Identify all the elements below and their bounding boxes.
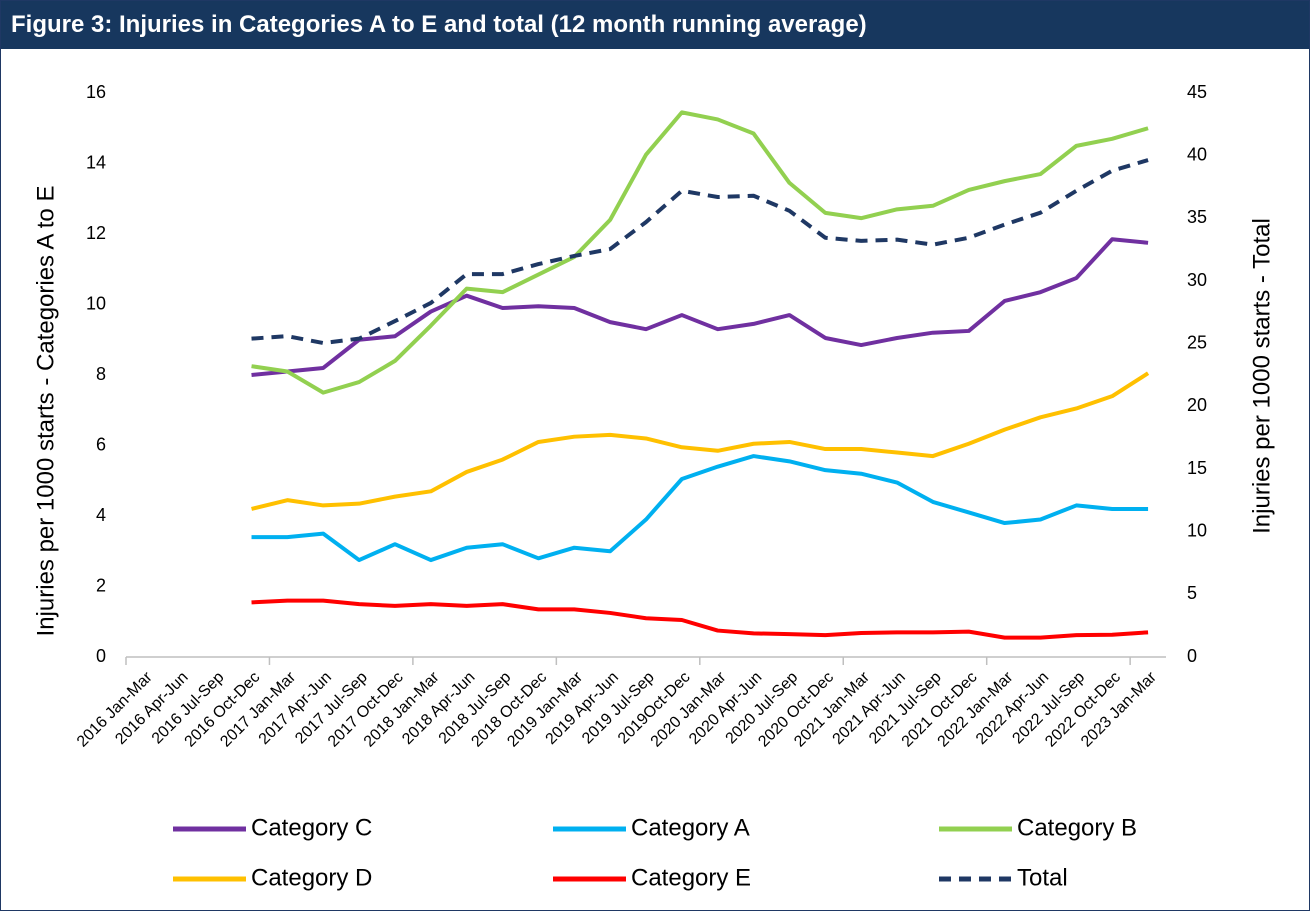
y-tick-label: 0 [96,646,106,666]
legend-label: Category A [631,814,750,841]
y2-tick-label: 5 [1187,583,1197,603]
y-tick-label: 6 [96,434,106,454]
y-tick-label: 4 [96,505,106,525]
y2-tick-label: 30 [1187,270,1207,290]
series-line [251,454,1149,563]
series-line [251,110,1149,395]
chart-title: Figure 3: Injuries in Categories A to E … [1,1,1309,49]
y2-tick-label: 25 [1187,332,1207,352]
series-line [251,371,1150,511]
y2-tick-label: 40 [1187,144,1207,164]
y2-tick-label: 15 [1187,458,1207,478]
y-axis-title: Injuries per 1000 starts - Categories A … [32,186,59,637]
y2-tick-label: 10 [1187,520,1207,540]
y-tick-label: 14 [86,152,106,172]
y-tick-label: 8 [96,364,106,384]
series-line [251,237,1149,377]
legend-label: Category D [251,864,372,891]
y-tick-label: 16 [86,82,106,102]
y2-tick-label: 20 [1187,395,1207,415]
series-line [251,158,1149,346]
chart: Injuries per 1000 starts - Categories A … [32,82,1275,892]
legend-label: Total [1017,864,1068,891]
y2-tick-label: 35 [1187,207,1207,227]
legend-label: Category C [251,814,372,841]
legend-label: Category E [631,864,751,891]
y-tick-label: 2 [96,575,106,595]
series-line [251,598,1149,640]
y-tick-label: 10 [86,293,106,313]
y2-axis-title: Injuries per 1000 starts - Total [1248,218,1275,534]
y2-tick-label: 0 [1187,646,1197,666]
legend-label: Category B [1017,814,1137,841]
y2-tick-label: 45 [1187,82,1207,102]
y-tick-label: 12 [86,223,106,243]
